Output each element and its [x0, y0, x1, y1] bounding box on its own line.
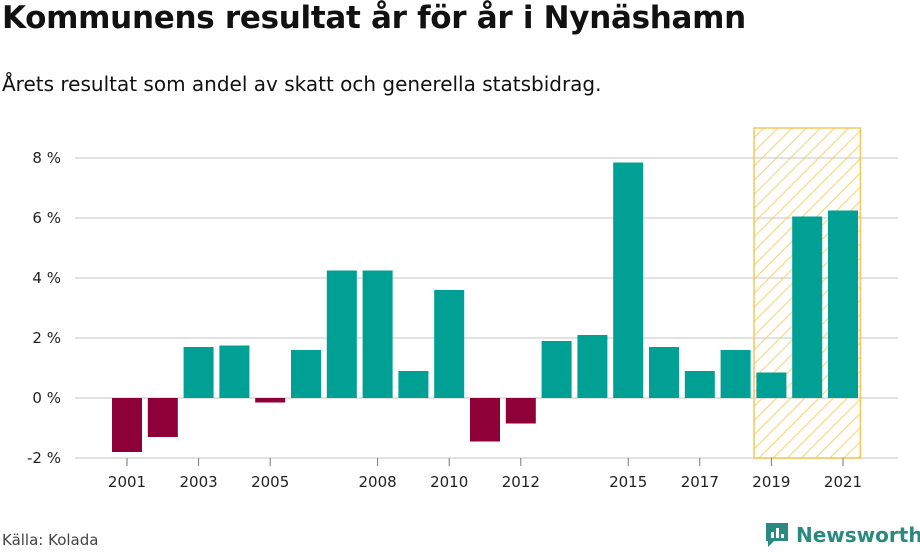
bar-2015 — [613, 162, 644, 398]
bar-2017 — [684, 371, 715, 398]
x-tick-label: 2001 — [108, 473, 146, 491]
chart-subtitle: Årets resultat som andel av skatt och ge… — [2, 72, 602, 96]
x-tick-label: 2019 — [752, 473, 790, 491]
bar-2011 — [470, 398, 500, 442]
x-tick-label: 2010 — [430, 473, 468, 491]
y-tick-label: 2 % — [32, 329, 61, 347]
brand-logo: Newsworthy — [764, 521, 920, 549]
x-tick-label: 2021 — [824, 473, 862, 491]
bar-2012 — [505, 398, 536, 424]
y-tick-label: 8 % — [32, 149, 61, 167]
bar-2018 — [720, 350, 751, 398]
x-tick-label: 2003 — [180, 473, 218, 491]
bar-2008 — [362, 270, 393, 398]
bar-2009 — [398, 371, 429, 398]
bar-2020 — [792, 216, 823, 398]
bar-2004 — [219, 345, 250, 398]
x-tick-label: 2008 — [359, 473, 397, 491]
brand-name: Newsworthy — [796, 523, 920, 547]
y-tick-label: -2 % — [27, 449, 61, 467]
bar-2007 — [326, 270, 357, 398]
bar-2021 — [828, 210, 858, 398]
bar-2001 — [112, 398, 142, 452]
bar-2003 — [183, 347, 214, 398]
bar-2005 — [255, 398, 286, 403]
x-tick-label: 2017 — [681, 473, 719, 491]
bar-2002 — [147, 398, 178, 437]
y-tick-label: 0 % — [32, 389, 61, 407]
y-tick-label: 6 % — [32, 209, 61, 227]
y-tick-label: 4 % — [32, 269, 61, 287]
x-tick-label: 2005 — [251, 473, 289, 491]
chart-title: Kommunens resultat år för år i Nynäshamn — [2, 0, 746, 36]
x-tick-label: 2015 — [609, 473, 647, 491]
source-note: Källa: Kolada — [2, 531, 99, 549]
bar-2016 — [649, 347, 679, 398]
bar-2014 — [577, 335, 608, 398]
bar-2010 — [434, 290, 465, 398]
newsworthy-logo-icon — [766, 523, 788, 547]
bar-2013 — [541, 341, 572, 398]
bar-2019 — [756, 372, 787, 398]
bar-2006 — [291, 350, 321, 398]
x-tick-label: 2012 — [502, 473, 540, 491]
